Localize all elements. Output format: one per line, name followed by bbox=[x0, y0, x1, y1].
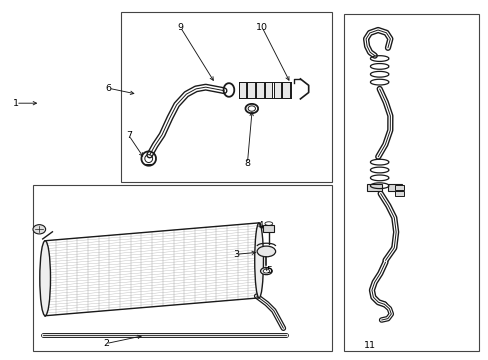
Bar bbox=[120, 12, 331, 182]
Bar bbox=[387, 184, 401, 192]
Text: 8: 8 bbox=[244, 159, 250, 168]
Ellipse shape bbox=[260, 267, 272, 275]
Text: 7: 7 bbox=[125, 131, 131, 140]
Bar bbox=[256, 82, 263, 98]
Text: 3: 3 bbox=[233, 250, 239, 259]
Text: 2: 2 bbox=[102, 339, 109, 348]
Bar bbox=[247, 82, 254, 98]
Bar bbox=[394, 185, 403, 190]
Bar bbox=[264, 82, 272, 98]
Bar bbox=[366, 184, 381, 192]
Text: 4: 4 bbox=[257, 221, 263, 230]
Bar bbox=[282, 82, 289, 98]
Ellipse shape bbox=[254, 223, 263, 298]
Ellipse shape bbox=[257, 246, 275, 257]
Text: 10: 10 bbox=[256, 23, 267, 32]
Text: 11: 11 bbox=[363, 341, 375, 350]
Bar bbox=[238, 82, 245, 98]
Text: 1: 1 bbox=[13, 99, 19, 108]
Text: 5: 5 bbox=[265, 266, 271, 275]
Text: 9: 9 bbox=[177, 23, 183, 32]
Ellipse shape bbox=[40, 241, 50, 316]
Bar bbox=[273, 82, 281, 98]
Bar bbox=[394, 191, 403, 196]
Bar bbox=[344, 14, 478, 351]
Ellipse shape bbox=[263, 269, 269, 273]
Circle shape bbox=[33, 225, 45, 234]
Bar bbox=[263, 225, 274, 232]
Bar bbox=[33, 185, 331, 351]
Text: 6: 6 bbox=[105, 84, 111, 93]
